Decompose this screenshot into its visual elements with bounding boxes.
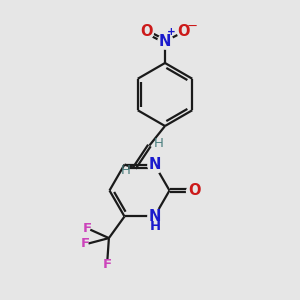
Text: O: O (177, 24, 190, 39)
Text: H: H (121, 164, 130, 177)
Text: H: H (154, 136, 163, 150)
Text: H: H (149, 220, 161, 233)
Text: F: F (103, 258, 112, 271)
Text: F: F (83, 222, 92, 235)
Text: O: O (188, 183, 201, 198)
Text: −: − (186, 20, 198, 33)
Text: +: + (167, 27, 176, 37)
Text: N: N (148, 157, 161, 172)
Text: O: O (140, 24, 153, 39)
Text: N: N (159, 34, 171, 49)
Text: N: N (148, 209, 161, 224)
Text: F: F (81, 237, 90, 250)
